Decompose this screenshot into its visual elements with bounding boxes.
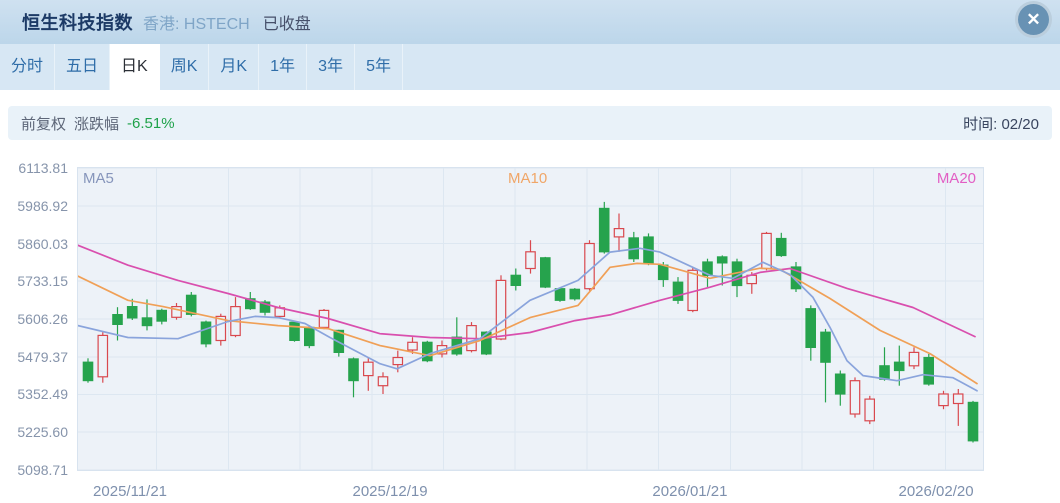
period-tab-bar: 分时 五日 日K 周K 月K 1年 3年 5年 — [0, 44, 1060, 90]
tab-5day[interactable]: 五日 — [55, 44, 111, 90]
tab-1year[interactable]: 1年 — [259, 44, 308, 90]
y-axis-tick: 5733.15 — [17, 273, 68, 290]
header: 恒生科技指数 香港: HSTECH 已收盘 ✕ — [0, 0, 1060, 44]
time-readout: 时间: 02/20 — [963, 113, 1039, 134]
candlestick-plot[interactable]: MA5 MA10 MA20 — [77, 167, 984, 471]
x-axis-tick: 2026/02/20 — [898, 483, 974, 500]
index-title: 恒生科技指数 — [22, 13, 133, 33]
x-axis-tick: 2025/12/19 — [352, 483, 428, 500]
ma20-legend-label: MA20 — [936, 170, 976, 187]
tab-weekly-k[interactable]: 周K — [160, 44, 210, 90]
y-axis-tick: 5352.49 — [17, 386, 68, 403]
y-axis-tick: 5098.71 — [17, 462, 68, 478]
change-value: -6.51% — [127, 114, 175, 132]
market-status-badge: 已收盘 — [262, 16, 311, 33]
candlestick-canvas[interactable] — [78, 168, 983, 470]
close-button[interactable]: ✕ — [1015, 1, 1052, 38]
y-axis-tick: 5225.60 — [17, 424, 68, 441]
tab-3year[interactable]: 3年 — [307, 44, 356, 90]
y-axis-tick: 5860.03 — [17, 235, 68, 252]
adjust-mode-label[interactable]: 前复权 — [21, 115, 67, 133]
tab-monthly-k[interactable]: 月K — [209, 44, 260, 90]
time-value: 02/20 — [1001, 115, 1039, 133]
ma5-legend-label: MA5 — [83, 170, 114, 187]
ma10-legend-label: MA10 — [508, 170, 548, 187]
time-label: 时间: — [963, 115, 998, 133]
y-axis-tick: 6113.81 — [18, 160, 68, 176]
tab-daily-k[interactable]: 日K — [110, 44, 160, 90]
y-axis-tick: 5606.26 — [17, 311, 68, 327]
market-code-label: 香港: HSTECH — [143, 16, 250, 33]
y-axis-tick: 5986.92 — [17, 197, 68, 214]
tab-5year[interactable]: 5年 — [355, 44, 404, 90]
x-axis-tick: 2025/11/21 — [93, 483, 168, 500]
tab-minute[interactable]: 分时 — [0, 44, 56, 90]
info-bar: 前复权 涨跌幅 -6.51% 时间: 02/20 — [8, 106, 1052, 140]
close-icon: ✕ — [1026, 10, 1041, 29]
chart-section: 6113.81 5986.92 5860.03 5733.15 5606.26 5479.… — [0, 143, 1060, 503]
y-axis-tick: 5479.37 — [17, 348, 68, 365]
x-axis-tick: 2026/01/21 — [652, 483, 728, 500]
change-label: 涨跌幅 — [74, 115, 120, 133]
